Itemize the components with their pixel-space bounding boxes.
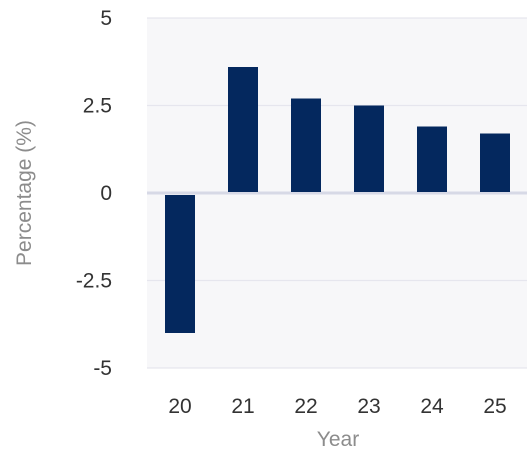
x-tick-label: 20	[168, 395, 191, 418]
y-tick-label: -5	[93, 357, 112, 380]
y-tick-label: 0	[100, 182, 112, 205]
y-tick-label: 5	[100, 7, 112, 30]
x-tick-label: 23	[357, 395, 380, 418]
bar-23	[354, 105, 384, 192]
y-tick-label: 2.5	[83, 95, 112, 118]
x-tick-label: 22	[294, 395, 317, 418]
y-axis-ticks: 5 2.5 0 -2.5 -5	[76, 7, 112, 380]
bars	[165, 67, 510, 333]
x-tick-label: 21	[231, 395, 254, 418]
y-axis-title: Percentage (%)	[13, 120, 36, 266]
x-tick-label: 24	[420, 395, 444, 418]
gridlines	[147, 17, 527, 369]
bar-24	[417, 126, 447, 192]
bar-20	[165, 195, 195, 333]
y-tick-label: -2.5	[76, 270, 112, 293]
bar-22	[291, 98, 321, 192]
x-tick-label: 25	[483, 395, 506, 418]
bar-25	[480, 133, 510, 192]
x-axis-ticks: 20 21 22 23 24 25	[168, 395, 506, 418]
x-axis-title: Year	[317, 428, 359, 451]
bar-21	[228, 67, 258, 192]
